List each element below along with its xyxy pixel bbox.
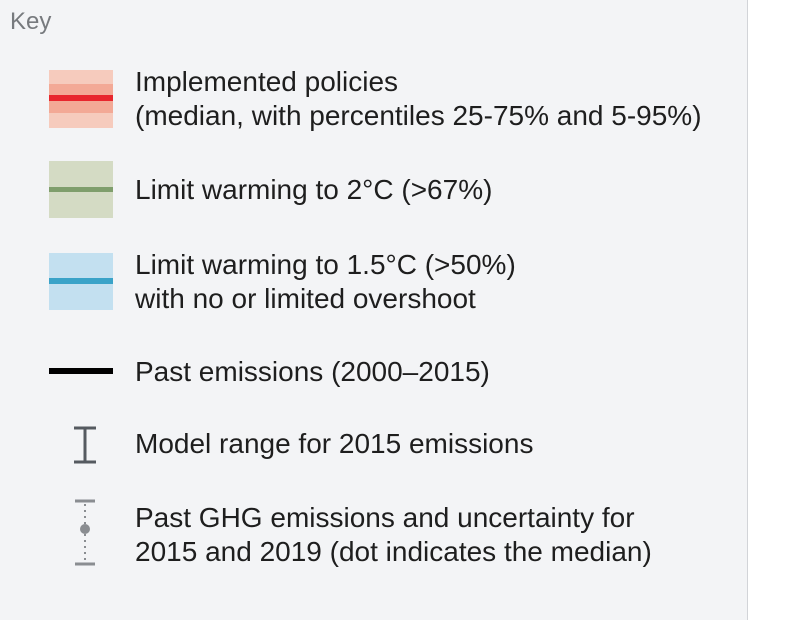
- past-emissions-label: Past emissions (2000–2015): [135, 356, 490, 387]
- error-bar-icon: [74, 426, 96, 464]
- implemented-policies-label: Implemented policies (median, with perce…: [135, 66, 702, 131]
- limit-15c-line: [49, 278, 113, 284]
- limit-15c-swatch: [49, 253, 113, 310]
- limit-2c-label: Limit warming to 2°C (>67%): [135, 174, 493, 205]
- key-panel: Key Implemented policies (median, with p…: [0, 0, 748, 620]
- limit-15c-label: Limit warming to 1.5°C (>50%) with no or…: [135, 249, 516, 314]
- limit-2c-swatch: [49, 161, 113, 218]
- key-title: Key: [10, 8, 52, 35]
- past-emissions-line: [49, 368, 113, 374]
- model-range-label: Model range for 2015 emissions: [135, 428, 534, 459]
- median-line: [49, 95, 113, 101]
- dotted-error-bar-icon: [75, 499, 95, 566]
- implemented-policies-swatch: [49, 70, 113, 128]
- past-ghg-label: Past GHG emissions and uncertainty for 2…: [135, 502, 652, 567]
- limit-2c-line: [49, 187, 113, 192]
